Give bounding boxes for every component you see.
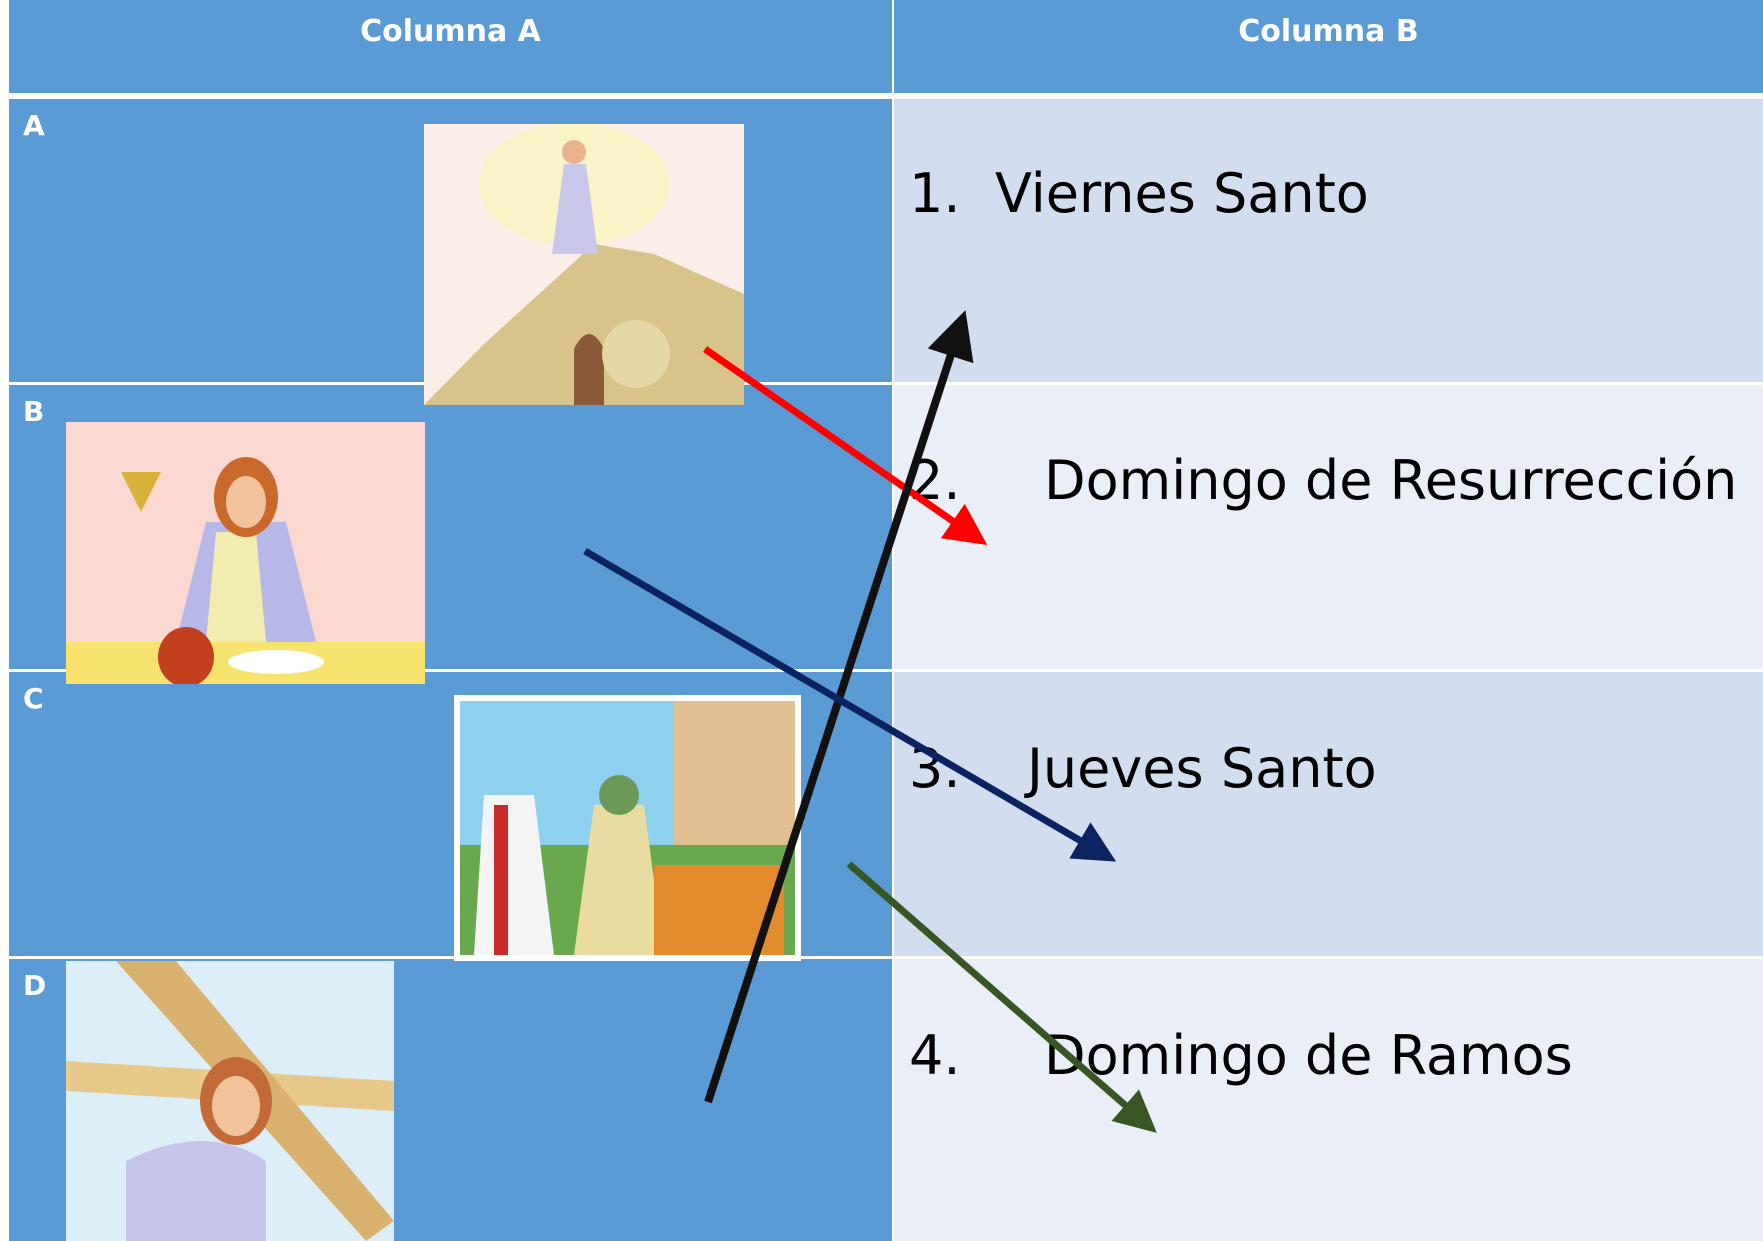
arrow bbox=[846, 861, 1157, 1133]
item-text: Viernes Santo bbox=[995, 162, 1369, 225]
header-b: Columna B bbox=[894, 0, 1763, 93]
row-label: C bbox=[23, 682, 44, 715]
arrow bbox=[704, 310, 974, 1104]
item-text: Domingo de Resurrección bbox=[1044, 449, 1738, 512]
item-text: Jueves Santo bbox=[1027, 737, 1377, 800]
item-number: 1. bbox=[909, 162, 961, 225]
arrow bbox=[583, 547, 1117, 862]
row-label: B bbox=[23, 395, 45, 428]
row-label: D bbox=[23, 969, 47, 1002]
image-good-friday bbox=[66, 961, 394, 1241]
image-palm-sunday bbox=[454, 695, 801, 961]
row-label: A bbox=[23, 109, 45, 142]
row-a-right bbox=[894, 99, 1763, 382]
image-last-supper bbox=[66, 422, 425, 684]
row-b-right bbox=[894, 385, 1763, 669]
row-d-right bbox=[894, 959, 1763, 1241]
image-resurrection bbox=[424, 124, 744, 405]
arrow bbox=[703, 346, 988, 545]
header-a: Columna A bbox=[9, 0, 892, 93]
item-number: 4. bbox=[909, 1024, 961, 1087]
item-text: Domingo de Ramos bbox=[1044, 1024, 1573, 1087]
